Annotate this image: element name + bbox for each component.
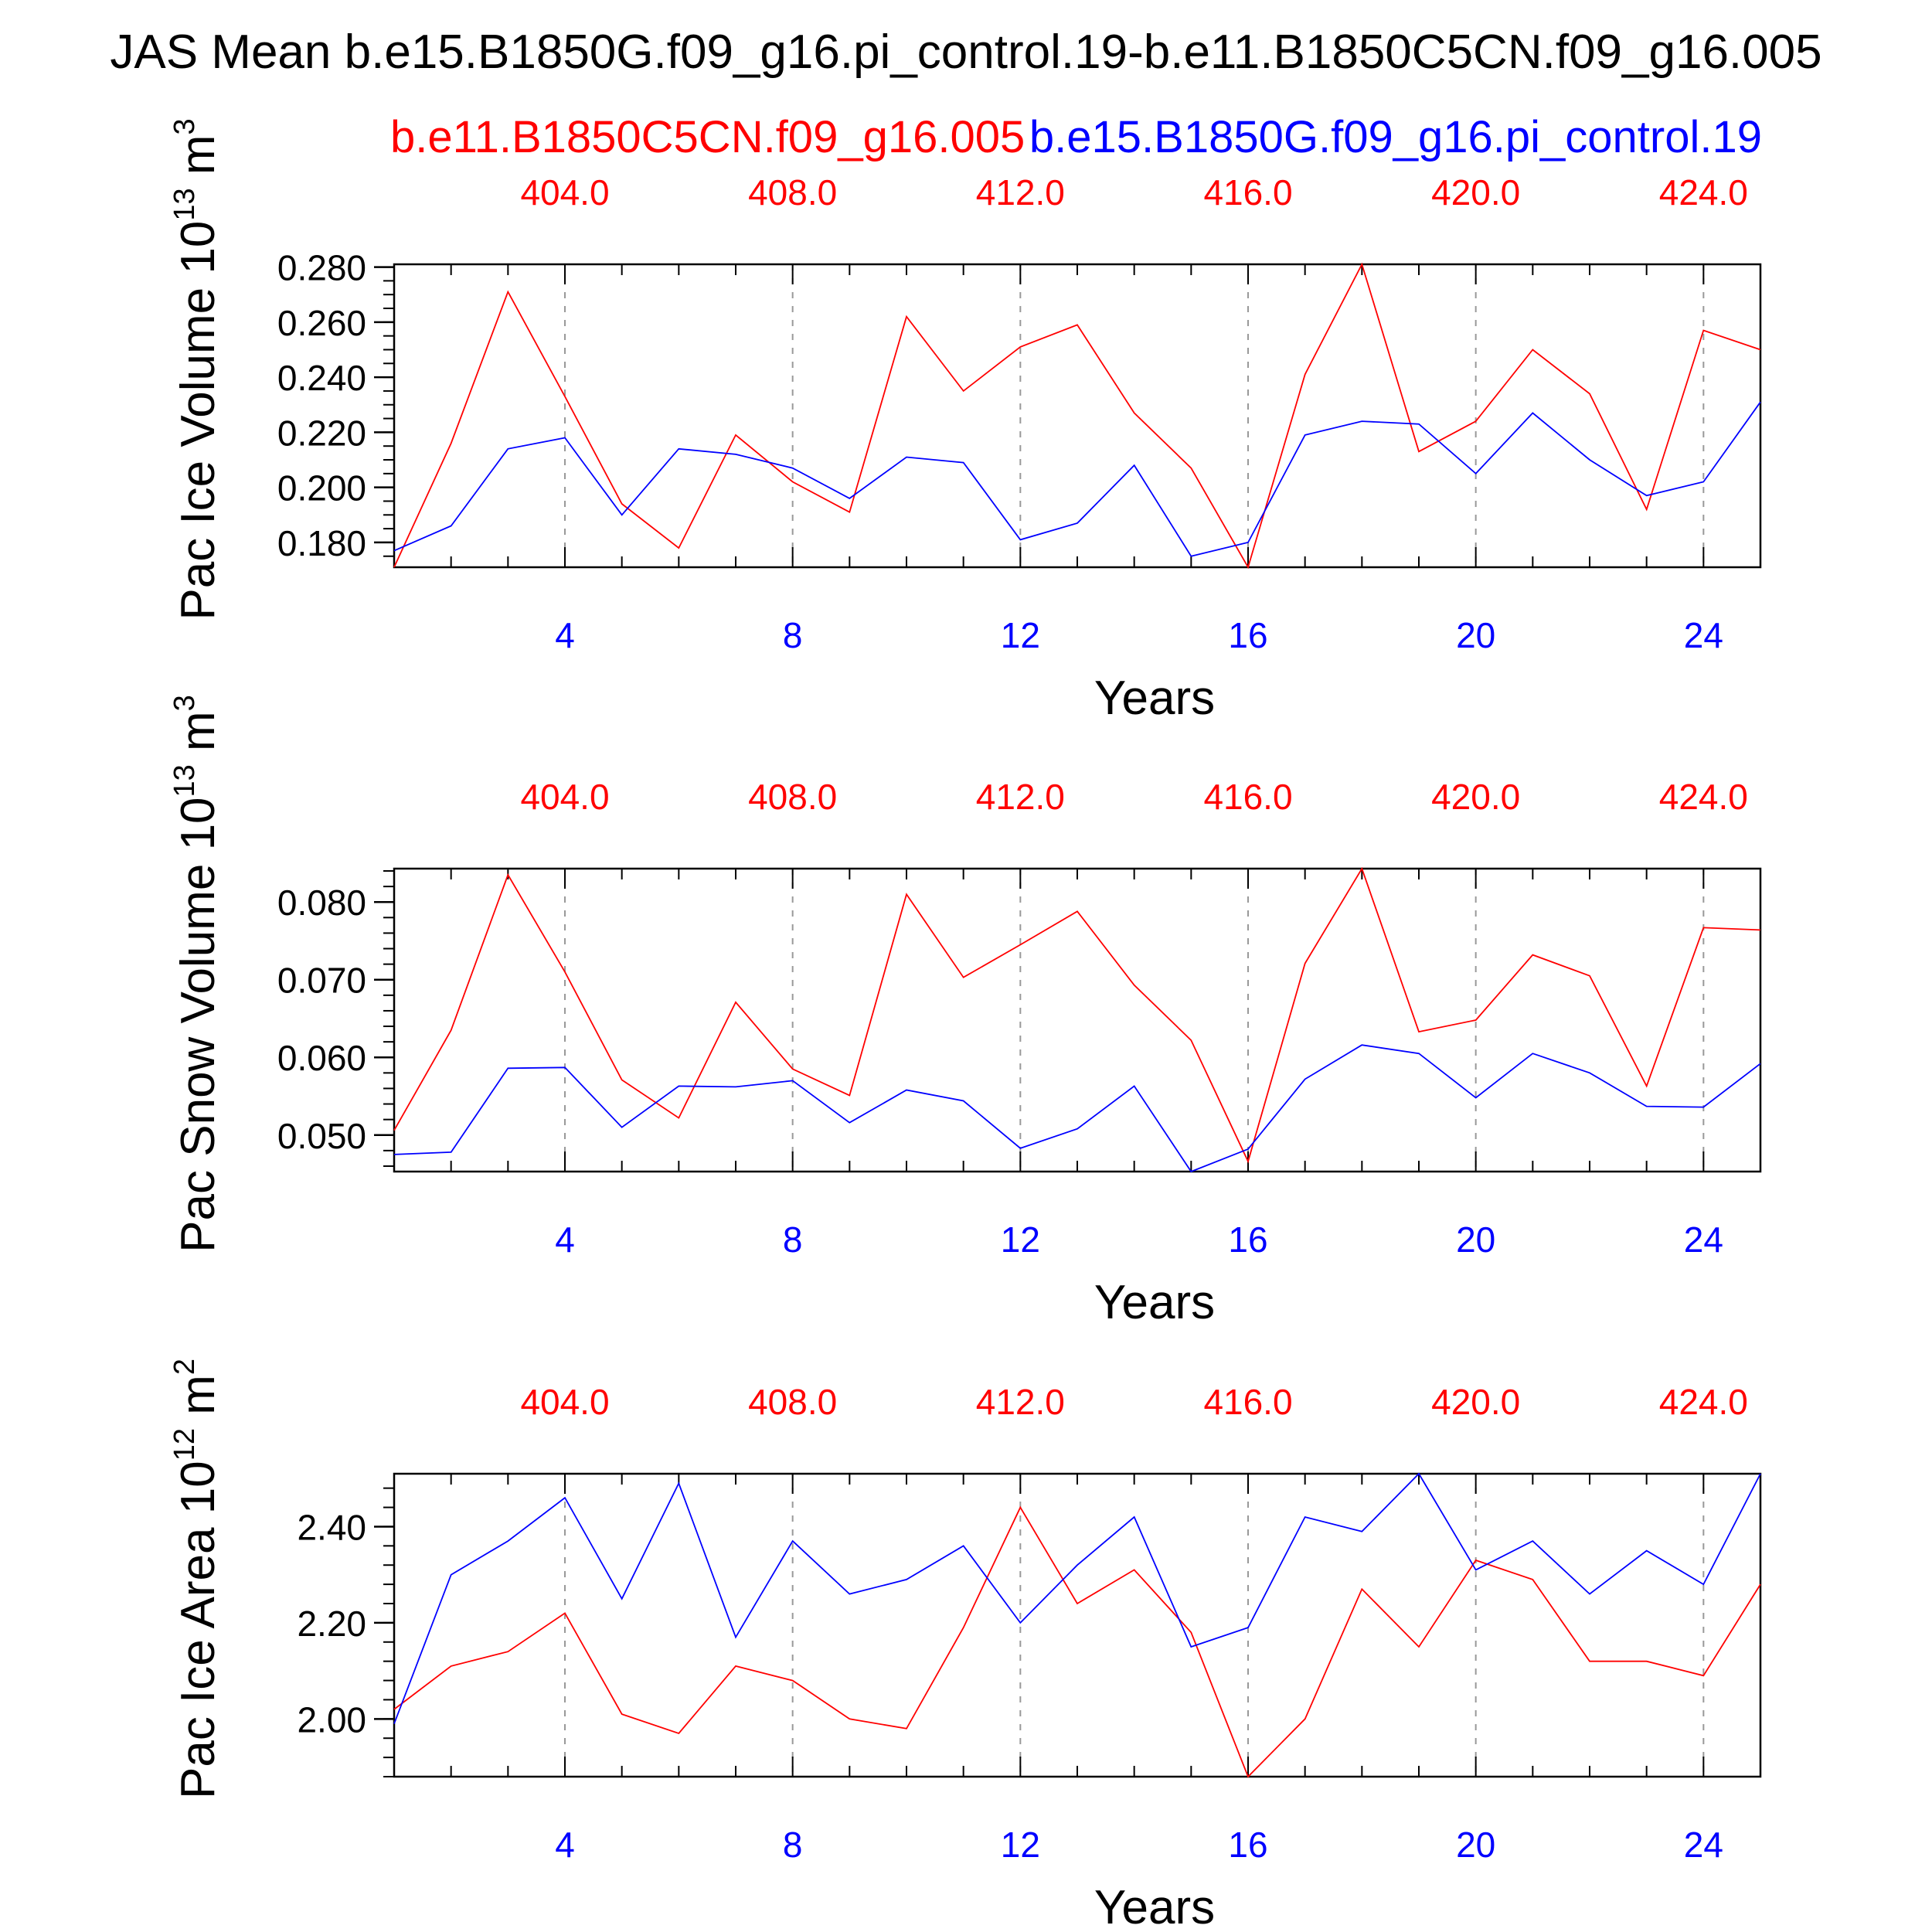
y-label-unit: m: [172, 1375, 225, 1428]
legend-red-case: b.e11.B1850C5CN.f09_g16.005: [390, 112, 1025, 162]
x-tick-label-top: 424.0: [1659, 777, 1748, 817]
x-tick-label-top: 420.0: [1431, 1382, 1520, 1422]
x-tick-label-bottom: 24: [1684, 1219, 1723, 1260]
x-tick-label-top: 420.0: [1431, 777, 1520, 817]
x-tick-label-top: 416.0: [1203, 777, 1292, 817]
x-tick-label-top: 404.0: [520, 777, 609, 817]
y-label-main: Pac Snow Volume 10: [172, 797, 225, 1252]
series-line-blue: [393, 1044, 1761, 1173]
y-tick-label: 2.20: [297, 1604, 366, 1644]
plot-frame: [393, 1472, 1762, 1778]
y-tick-label: 0.200: [277, 468, 366, 509]
x-tick-label-top: 420.0: [1431, 172, 1520, 213]
x-axis-label: Years: [1094, 1276, 1215, 1329]
x-tick-label-top: 412.0: [976, 777, 1065, 817]
series-line-red: [393, 1505, 1761, 1778]
y-label-unit: m: [172, 135, 225, 189]
x-tick-label-bottom: 20: [1456, 615, 1495, 655]
x-tick-label-top: 408.0: [748, 777, 837, 817]
y-label-unit-exponent: 3: [168, 695, 201, 711]
panel-1: 0.180 0.200 0.220 0.240 0.260 0.280 4 8 12 16 20 24…: [168, 118, 1762, 725]
plot-frame: [393, 263, 1762, 569]
x-tick-label-top: 404.0: [520, 172, 609, 213]
x-tick-label-bottom: 8: [783, 1825, 803, 1865]
x-tick-label-top: 412.0: [976, 172, 1065, 213]
x-tick-label-bottom: 24: [1684, 1825, 1723, 1865]
y-axis-label: Pac Ice Area 1012 m2: [168, 1359, 225, 1799]
x-tick-label-top: 416.0: [1203, 172, 1292, 213]
y-tick-label: 0.050: [277, 1116, 366, 1156]
y-label-exponent: 13: [168, 188, 201, 220]
x-tick-label-top: 424.0: [1659, 1382, 1748, 1422]
x-tick-label-top: 404.0: [520, 1382, 609, 1422]
series-line-blue: [393, 401, 1761, 557]
y-tick-label: 0.180: [277, 523, 366, 563]
series-line-red: [393, 866, 1761, 1164]
y-label-unit-exponent: 2: [168, 1359, 201, 1375]
x-tick-label-bottom: 8: [783, 1219, 803, 1260]
y-label-main: Pac Ice Area 10: [172, 1461, 225, 1799]
y-label-unit-exponent: 3: [168, 118, 201, 134]
x-tick-label-bottom: 4: [555, 1219, 575, 1260]
x-tick-label-bottom: 16: [1228, 1825, 1267, 1865]
y-tick-label: 0.280: [277, 248, 366, 288]
y-label-exponent: 13: [168, 764, 201, 797]
x-tick-label-bottom: 12: [1001, 1219, 1040, 1260]
x-tick-label-top: 416.0: [1203, 1382, 1292, 1422]
x-tick-label-bottom: 20: [1456, 1219, 1495, 1260]
x-tick-label-bottom: 20: [1456, 1825, 1495, 1865]
y-label-main: Pac Ice Volume 10: [172, 221, 225, 621]
legend-blue-case: b.e15.B1850G.f09_g16.pi_control.19: [1029, 112, 1762, 162]
y-label-exponent: 12: [168, 1428, 201, 1461]
plot-frame: [393, 867, 1762, 1173]
x-tick-label-bottom: 16: [1228, 615, 1267, 655]
y-tick-label: 0.260: [277, 303, 366, 343]
x-tick-label-bottom: 8: [783, 615, 803, 655]
x-tick-label-top: 408.0: [748, 1382, 837, 1422]
x-tick-label-bottom: 12: [1001, 615, 1040, 655]
x-tick-label-bottom: 24: [1684, 615, 1723, 655]
x-axis-label: Years: [1094, 672, 1215, 725]
x-tick-label-top: 424.0: [1659, 172, 1748, 213]
figure-title: JAS Mean b.e15.B1850G.f09_g16.pi_control…: [110, 26, 1821, 79]
y-label-unit: m: [172, 711, 225, 764]
y-tick-label: 0.220: [277, 413, 366, 453]
y-tick-label: 0.070: [277, 961, 366, 1001]
x-tick-label-bottom: 16: [1228, 1219, 1267, 1260]
y-tick-label: 0.060: [277, 1038, 366, 1078]
panel-3: 2.00 2.20 2.40 4 8 12 16 20 24 404.0 408.0 412.0 416…: [168, 1359, 1762, 1932]
y-tick-label: 0.080: [277, 883, 366, 923]
panel-2: 0.050 0.060 0.070 0.080 4 8 12 16 20 24 404.0 408.0…: [168, 695, 1762, 1329]
x-tick-label-top: 408.0: [748, 172, 837, 213]
x-tick-label-bottom: 4: [555, 615, 575, 655]
x-tick-label-bottom: 4: [555, 1825, 575, 1865]
x-tick-label-bottom: 12: [1001, 1825, 1040, 1865]
y-tick-label: 0.240: [277, 358, 366, 398]
x-axis-label: Years: [1094, 1881, 1215, 1932]
series-line-blue: [393, 1472, 1761, 1724]
y-axis-label: Pac Snow Volume 1013 m3: [168, 695, 225, 1253]
y-tick-label: 2.40: [297, 1507, 366, 1547]
y-axis-label: Pac Ice Volume 1013 m3: [168, 118, 225, 620]
series-line-red: [393, 262, 1761, 570]
x-tick-label-top: 412.0: [976, 1382, 1065, 1422]
y-tick-label: 2.00: [297, 1699, 366, 1740]
